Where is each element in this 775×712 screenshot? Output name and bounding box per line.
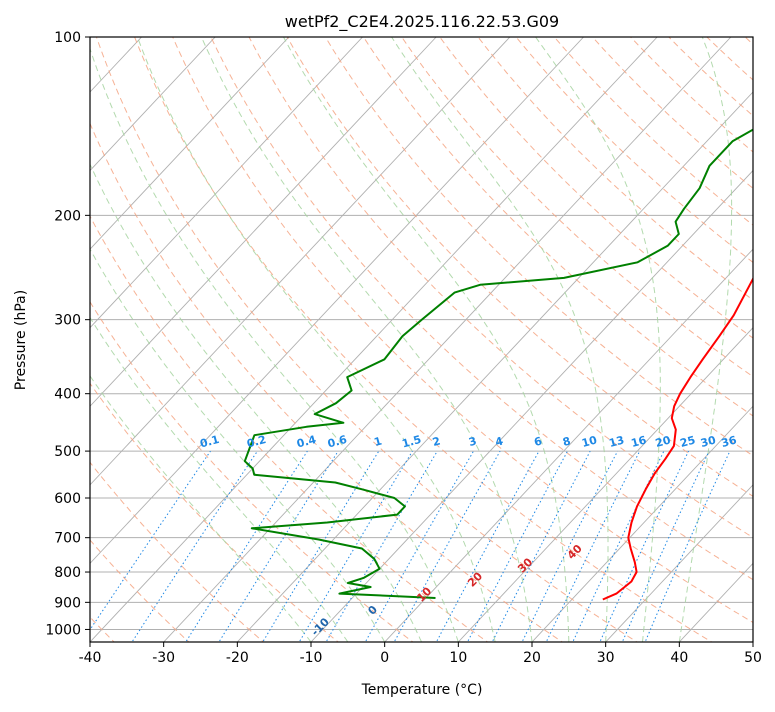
y-tick-label: 900 xyxy=(54,595,81,611)
mixing-ratio-label: 36 xyxy=(720,433,738,450)
mixing-ratio-label: 0.1 xyxy=(199,433,221,451)
mixing-ratio-label: 1.5 xyxy=(401,433,423,451)
x-axis-label: Temperature (°C) xyxy=(361,682,483,698)
mixing-ratio-label: 13 xyxy=(608,433,626,450)
dry-adiabat-line xyxy=(90,539,190,642)
dry-adiabat-line xyxy=(248,37,753,539)
y-tick-label: 600 xyxy=(54,491,81,507)
moist-adiabat-line xyxy=(90,163,422,642)
dry-adiabat-line xyxy=(134,37,713,642)
mixing-ratio-line xyxy=(491,450,591,642)
x-tick-label: 40 xyxy=(670,650,688,666)
y-tick-label: 100 xyxy=(54,30,81,46)
moist-adiabat-line xyxy=(283,37,570,642)
dry-adiabat-line xyxy=(286,37,753,497)
isotherm-line xyxy=(90,37,437,407)
isotherm-line xyxy=(163,37,732,642)
profile-line xyxy=(602,276,753,601)
mixing-ratio-label: 6 xyxy=(533,434,544,449)
background-lines xyxy=(90,37,753,642)
dry-adiabat-line xyxy=(210,37,753,581)
mixing-ratio-label: 0.2 xyxy=(245,433,267,451)
isotherm-line xyxy=(457,327,753,642)
x-tick-label: -10 xyxy=(300,650,323,666)
x-tick-label: 30 xyxy=(597,650,615,666)
y-tick-label: 300 xyxy=(54,313,81,329)
plot-frame xyxy=(89,36,754,643)
isotherm-line xyxy=(90,37,584,565)
x-tick-label: 20 xyxy=(523,650,541,666)
axes-ticks: -40 -30 -20 -10 0 10 20 30 40 5010020030040050060… xyxy=(45,30,762,666)
mixing-ratio-line xyxy=(435,450,540,642)
isotherm-line xyxy=(90,37,363,329)
mixing-ratio-label: 0.4 xyxy=(295,433,318,451)
y-tick-label: 800 xyxy=(54,565,81,581)
isotherm-line xyxy=(90,37,658,642)
moist-adiabat-line xyxy=(535,37,661,642)
y-axis-label: Pressure (hPa) xyxy=(13,290,29,390)
profile-line xyxy=(243,128,753,599)
moist-adiabat-line xyxy=(136,37,496,642)
isotherm-line xyxy=(236,91,753,642)
x-tick-label: -30 xyxy=(152,650,175,666)
x-tick-label: 50 xyxy=(744,650,762,666)
moist-adiabat-line xyxy=(391,37,609,642)
moist-adiabat-line xyxy=(90,375,312,642)
x-tick-label: 0 xyxy=(380,650,389,666)
y-tick-label: 700 xyxy=(54,531,81,547)
mixing-ratio-label: 2 xyxy=(431,434,442,449)
moist-adiabat-line xyxy=(678,37,733,642)
moist-adiabat-line xyxy=(90,248,386,642)
moist-adiabat-line xyxy=(90,316,349,642)
mixing-ratio-line xyxy=(466,450,568,642)
mixing-ratio-label: 30 xyxy=(699,433,717,450)
mixing-ratio-line xyxy=(90,450,211,631)
mixing-ratio-label: 10 xyxy=(580,433,598,450)
isotherm-line xyxy=(90,37,511,486)
dry-adiabat-line xyxy=(90,122,564,642)
dry-adiabat-line xyxy=(90,215,489,642)
y-tick-label: 500 xyxy=(54,444,81,460)
dry-adiabat-line xyxy=(172,37,753,624)
x-tick-label: -20 xyxy=(226,650,249,666)
y-tick-label: 400 xyxy=(54,387,81,403)
mixing-ratio-label: 20 xyxy=(654,433,672,450)
isotherm-line xyxy=(90,37,216,172)
mixing-ratio-label: 4 xyxy=(494,434,505,449)
mixing-ratio-line xyxy=(325,450,438,642)
x-tick-label: 10 xyxy=(449,650,467,666)
isotherm-line xyxy=(605,484,753,642)
y-tick-label: 200 xyxy=(54,208,81,224)
dry-adiabat-line xyxy=(477,37,753,301)
isotherm-line xyxy=(384,248,753,642)
mixing-ratio-label: 8 xyxy=(561,434,572,449)
isotherm-line xyxy=(90,37,290,250)
mixing-ratio-line xyxy=(599,450,690,642)
mixing-ratio-label: 0.6 xyxy=(326,433,349,451)
profile-lines xyxy=(243,128,753,601)
x-tick-label: -40 xyxy=(79,650,102,666)
mixing-ratio-line xyxy=(262,450,380,642)
chart-title: wetPf2_C2E4.2025.116.22.53.G09 xyxy=(285,12,559,32)
mixing-ratio-line xyxy=(185,450,308,642)
mixing-ratio-label: 25 xyxy=(679,433,697,450)
moist-adiabat-line xyxy=(200,37,533,642)
dry-adiabat-line xyxy=(324,37,753,457)
mixing-ratio-label: 1 xyxy=(373,434,384,449)
y-tick-label: 1000 xyxy=(45,622,81,638)
mixing-ratio-line xyxy=(218,450,339,642)
mixing-ratio-line xyxy=(131,450,258,642)
mixing-ratio-label: 3 xyxy=(467,434,478,449)
moist-adiabat-line xyxy=(90,47,459,642)
mixing-ratio-label: 16 xyxy=(630,433,648,450)
dry-adiabat-line xyxy=(90,461,265,642)
isotherm-line xyxy=(531,405,753,642)
